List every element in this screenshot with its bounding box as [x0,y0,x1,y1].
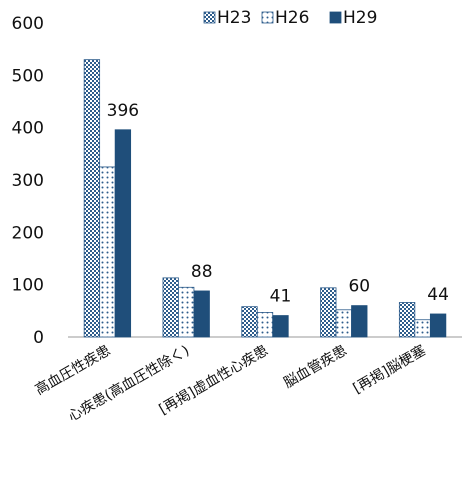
bar-h29 [114,129,132,338]
legend-label-h23: H23 [217,8,251,28]
bar-h26 [335,309,352,338]
bar-h26 [178,286,195,338]
bar-h26 [99,166,116,338]
data-label: 44 [427,285,449,305]
bar-h29 [193,290,210,338]
legend-swatch-h26 [261,11,274,24]
legend-swatch-h29 [329,11,342,24]
bar-h29 [351,305,368,338]
axes: 0100200300400500600高血圧性疾患心疾患(高血圧性除く)[再掲]… [12,14,462,425]
bar-h23 [162,277,179,338]
x-category-label: [再掲]脳梗塞 [350,342,429,397]
bar-h23 [241,306,258,338]
y-tick-label: 200 [12,223,44,243]
y-tick-label: 500 [12,66,44,86]
bar-h23 [83,59,101,338]
bar-h23 [398,302,416,338]
x-category-label: 脳血管疾患 [281,343,350,392]
data-label: 88 [191,262,213,282]
y-tick-label: 100 [12,276,44,296]
data-label: 396 [107,101,139,121]
bar-h29 [429,313,447,338]
y-tick-label: 400 [12,119,44,139]
y-tick-label: 600 [12,14,44,34]
legend-label-h26: H26 [275,8,309,28]
bar-h29 [272,315,289,338]
legend: H23 H26 H29 [203,8,377,28]
bar-h26 [414,319,431,338]
bar-h26 [256,312,274,338]
legend-swatch-h23 [203,11,216,24]
data-label: 41 [270,287,292,307]
legend-label-h29: H29 [343,8,377,28]
bar-h23 [320,287,337,338]
data-label: 60 [348,277,370,297]
y-tick-label: 0 [33,328,44,348]
data-labels: 396 88 41 60 44 [107,101,449,307]
bars [83,59,447,338]
y-tick-label: 300 [12,171,44,191]
